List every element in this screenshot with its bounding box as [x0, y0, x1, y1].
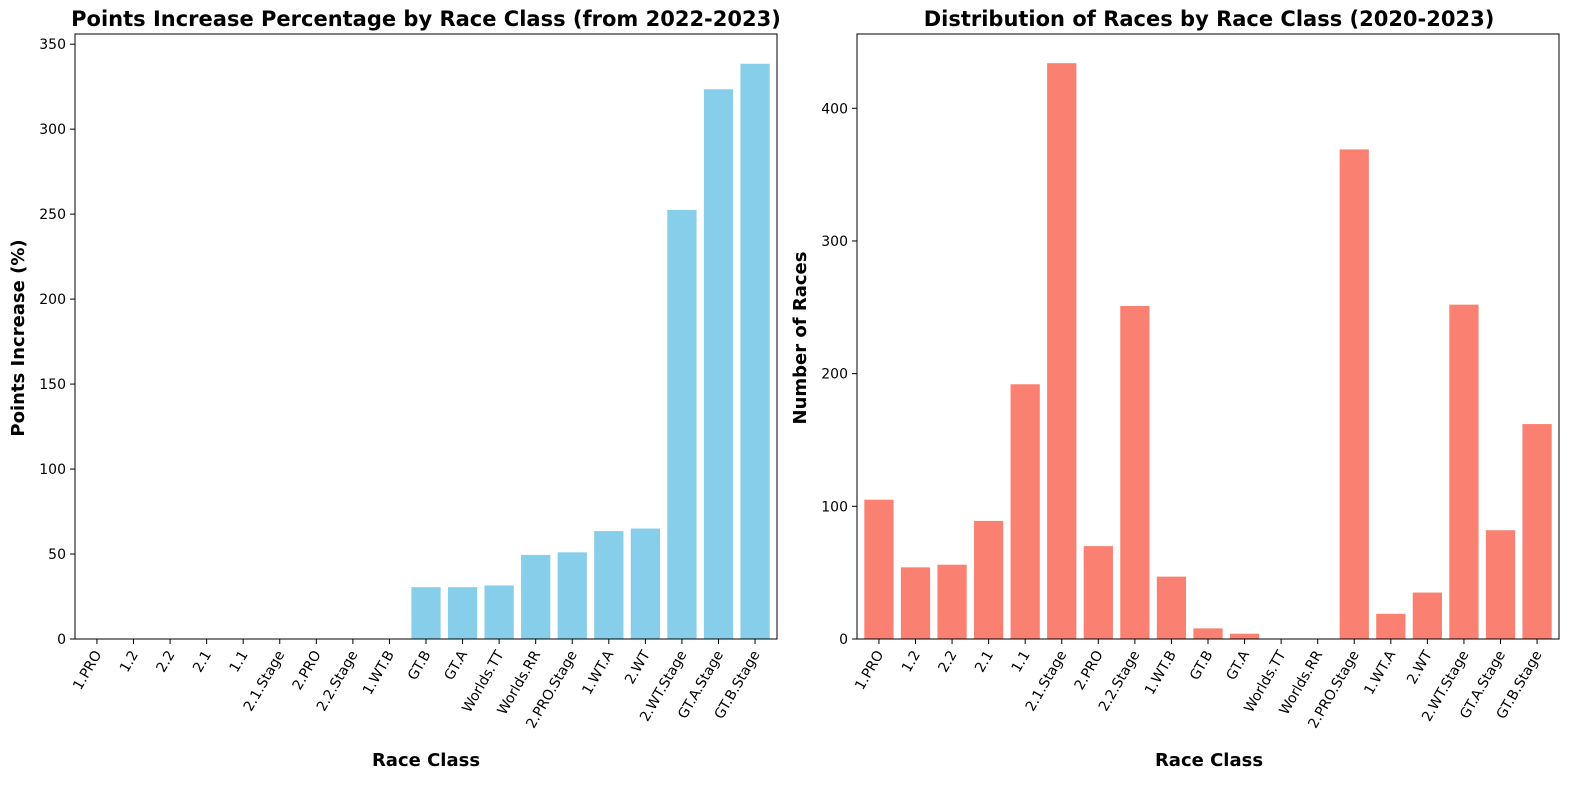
right-chart-y-tick-label: 200	[821, 367, 848, 383]
right-chart-bar	[1083, 546, 1113, 639]
left-chart-axes-frame	[74, 33, 778, 640]
left-chart-y-tick-label: 350	[39, 37, 66, 53]
left-chart-bar	[411, 587, 441, 639]
left-chart-bar	[484, 585, 514, 639]
right-chart-bar	[974, 520, 1004, 639]
left-chart-y-tick-label: 100	[39, 462, 66, 478]
left-chart-title: Points Increase Percentage by Race Class…	[71, 7, 781, 31]
right-chart-bar	[1412, 592, 1442, 639]
left-chart-bar	[703, 89, 734, 639]
left-chart-bar	[594, 531, 624, 639]
left-chart-y-ticks: 0 50 100 150 200 250 300 350	[39, 37, 75, 648]
left-chart-y-tick-label: 250	[39, 207, 66, 223]
left-chart-bars	[411, 63, 770, 640]
right-chart-x-axis-label: Race Class	[1155, 750, 1263, 771]
left-chart-bar	[740, 63, 770, 639]
right-chart-bar	[1339, 149, 1369, 640]
right-chart-bar	[1485, 530, 1516, 639]
left-chart-x-axis-label: Race Class	[372, 750, 480, 771]
left-chart-bar	[667, 209, 697, 640]
right-chart-bar	[937, 564, 967, 639]
left-chart-y-tick-label: 150	[39, 377, 66, 393]
left-chart-y-tick-label: 300	[39, 122, 66, 138]
right-chart-bar	[1449, 304, 1479, 639]
right-chart-bar	[1376, 613, 1406, 639]
right-chart-bar	[1047, 63, 1077, 639]
right-chart-y-axis-label: Number of Races	[790, 252, 811, 425]
right-chart-bar	[900, 567, 931, 639]
right-chart-y-ticks: 0 100 200 300 400	[821, 101, 857, 648]
right-chart-bar	[1229, 633, 1260, 639]
right-chart-y-tick-label: 300	[821, 234, 848, 250]
left-chart-y-tick-label: 0	[57, 632, 66, 648]
right-chart-bars	[864, 63, 1552, 640]
right-chart-bar	[864, 499, 894, 639]
left-chart-y-tick-label: 200	[39, 292, 66, 308]
right-chart-y-tick-label: 0	[839, 632, 848, 648]
right-chart-title: Distribution of Races by Race Class (202…	[924, 7, 1495, 31]
right-chart-axes-frame	[856, 33, 1560, 640]
right-chart-y-tick-label: 100	[821, 499, 848, 515]
right-chart-bar	[1522, 424, 1552, 639]
right-chart-bar	[1120, 305, 1150, 639]
right-chart-bar	[1010, 384, 1040, 639]
left-chart-bar	[630, 528, 660, 639]
right-chart-y-tick-label: 400	[821, 101, 848, 117]
right-chart-bar	[1193, 628, 1223, 639]
left-chart-bar	[447, 587, 478, 639]
right-chart-bar	[1156, 576, 1187, 639]
left-chart-y-tick-label: 50	[48, 547, 66, 563]
left-chart-y-axis-label: Points Increase (%)	[8, 239, 29, 436]
left-chart-bar	[557, 552, 587, 639]
left-chart-bar	[521, 554, 551, 639]
